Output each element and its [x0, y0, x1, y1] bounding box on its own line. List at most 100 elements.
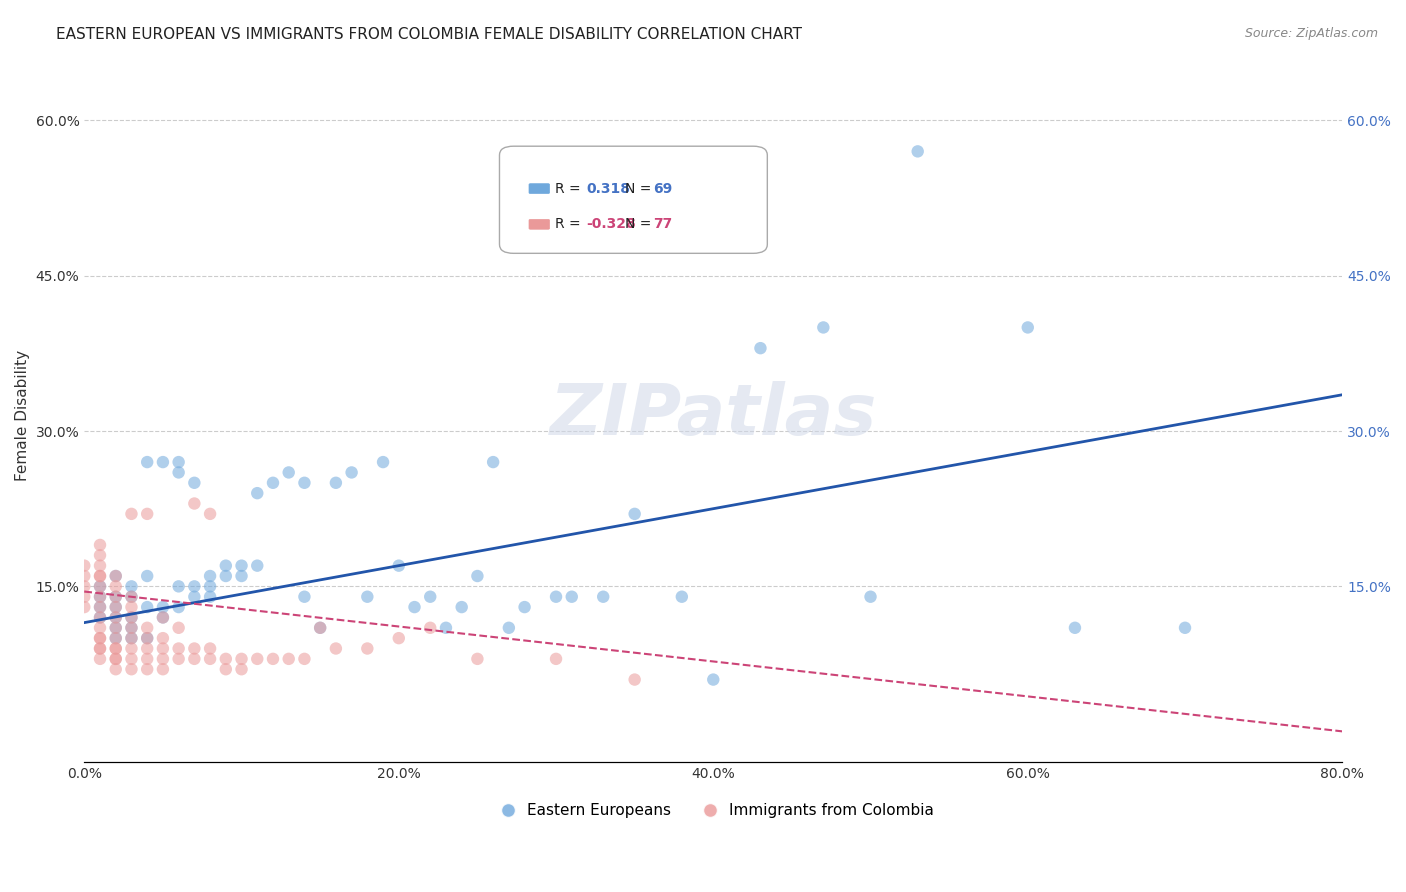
Point — [89, 600, 111, 615]
Point — [294, 590, 316, 604]
Point — [121, 621, 143, 635]
Point — [104, 610, 127, 624]
Point — [121, 631, 143, 645]
Point — [104, 569, 127, 583]
Point — [215, 558, 238, 573]
Point — [136, 621, 159, 635]
Point — [136, 455, 159, 469]
Point — [104, 610, 127, 624]
Point — [136, 507, 159, 521]
Point — [73, 590, 96, 604]
Point — [89, 558, 111, 573]
Point — [121, 621, 143, 635]
Point — [121, 610, 143, 624]
Point — [215, 652, 238, 666]
Point — [89, 590, 111, 604]
Point — [89, 590, 111, 604]
Point — [419, 621, 441, 635]
Point — [198, 507, 221, 521]
Point — [121, 590, 143, 604]
Point — [136, 631, 159, 645]
Text: 77: 77 — [654, 218, 673, 231]
Point — [152, 600, 174, 615]
Point — [340, 466, 363, 480]
Point — [121, 600, 143, 615]
Point — [198, 641, 221, 656]
Point — [89, 579, 111, 593]
Point — [231, 652, 253, 666]
Text: EASTERN EUROPEAN VS IMMIGRANTS FROM COLOMBIA FEMALE DISABILITY CORRELATION CHART: EASTERN EUROPEAN VS IMMIGRANTS FROM COLO… — [56, 27, 803, 42]
Point — [544, 590, 567, 604]
Point — [121, 652, 143, 666]
Point — [89, 641, 111, 656]
Point — [623, 673, 645, 687]
Point — [167, 600, 190, 615]
Point — [246, 558, 269, 573]
Point — [231, 662, 253, 676]
Point — [813, 320, 835, 334]
Point — [152, 631, 174, 645]
Point — [89, 569, 111, 583]
Point — [104, 652, 127, 666]
Point — [231, 558, 253, 573]
Point — [1064, 621, 1087, 635]
Point — [215, 662, 238, 676]
Point — [89, 641, 111, 656]
Point — [89, 610, 111, 624]
Point — [246, 652, 269, 666]
Point — [356, 590, 378, 604]
Point — [89, 652, 111, 666]
Point — [262, 652, 284, 666]
Point — [89, 538, 111, 552]
Text: N =: N = — [626, 218, 657, 231]
Point — [277, 652, 299, 666]
Point — [183, 590, 205, 604]
Point — [121, 507, 143, 521]
Point — [136, 652, 159, 666]
Point — [513, 600, 536, 615]
Point — [121, 590, 143, 604]
Point — [702, 673, 724, 687]
Point — [152, 641, 174, 656]
Point — [183, 652, 205, 666]
Point — [623, 507, 645, 521]
Point — [294, 475, 316, 490]
Point — [1017, 320, 1039, 334]
Point — [104, 652, 127, 666]
Point — [167, 641, 190, 656]
Point — [325, 641, 347, 656]
Point — [167, 455, 190, 469]
Text: -0.328: -0.328 — [586, 218, 636, 231]
Point — [167, 466, 190, 480]
Point — [325, 475, 347, 490]
Point — [89, 600, 111, 615]
Point — [104, 600, 127, 615]
Point — [183, 475, 205, 490]
Point — [121, 579, 143, 593]
Point — [262, 475, 284, 490]
Point — [277, 466, 299, 480]
Point — [388, 631, 411, 645]
Point — [482, 455, 505, 469]
Point — [404, 600, 426, 615]
Point — [89, 631, 111, 645]
Point — [467, 569, 489, 583]
Point — [467, 652, 489, 666]
Point — [104, 641, 127, 656]
Point — [89, 569, 111, 583]
Point — [152, 662, 174, 676]
Point — [152, 610, 174, 624]
Point — [183, 579, 205, 593]
Point — [859, 590, 882, 604]
Point — [89, 610, 111, 624]
Text: N =: N = — [626, 182, 657, 195]
Point — [136, 641, 159, 656]
Point — [121, 610, 143, 624]
Point — [104, 600, 127, 615]
Point — [356, 641, 378, 656]
Point — [104, 621, 127, 635]
Point — [104, 569, 127, 583]
Y-axis label: Female Disability: Female Disability — [15, 350, 30, 481]
Text: 0.318: 0.318 — [586, 182, 630, 195]
Point — [104, 662, 127, 676]
